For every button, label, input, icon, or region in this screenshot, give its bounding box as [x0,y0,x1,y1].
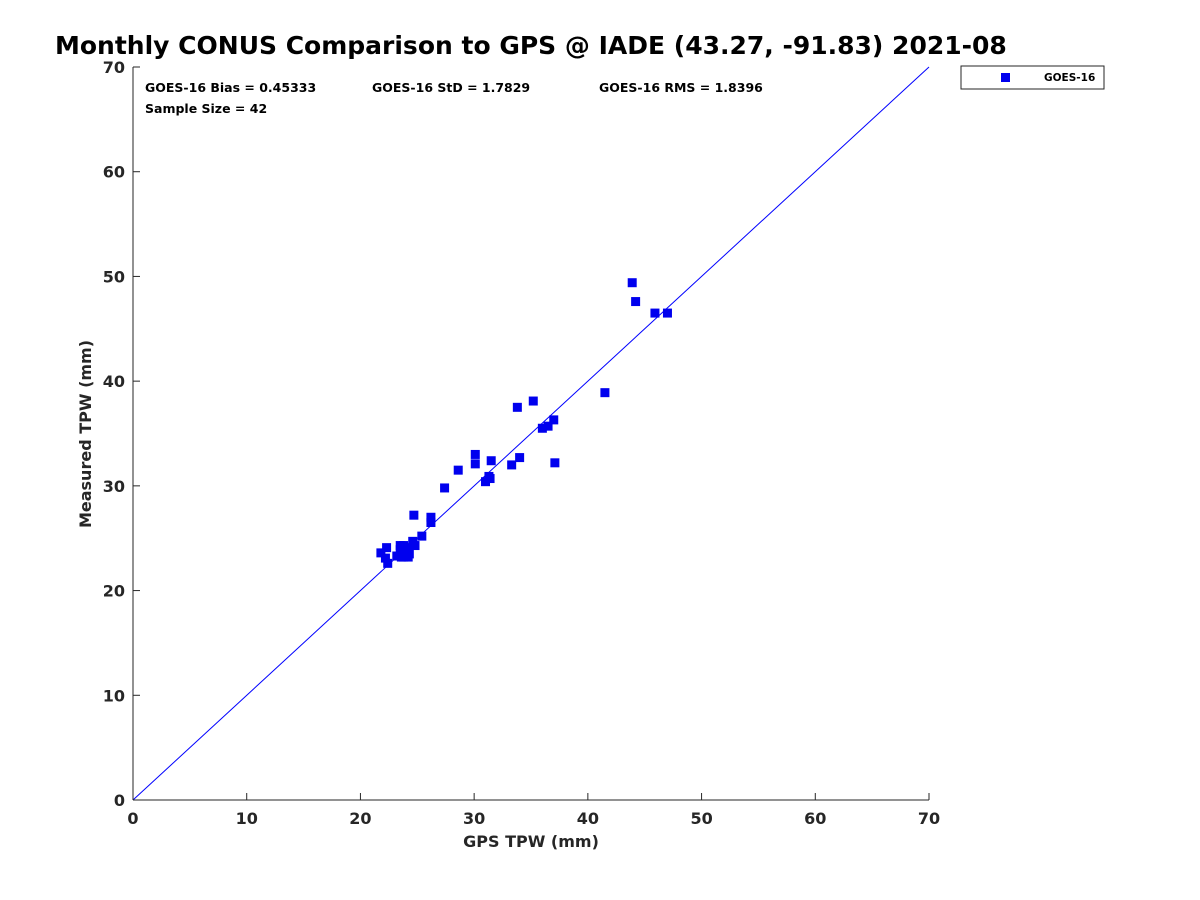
x-tick-label: 20 [349,809,371,828]
data-point [440,483,450,493]
data-point [426,518,436,528]
y-tick-label: 10 [103,686,125,705]
y-tick-label: 60 [103,163,125,182]
y-tick-label: 0 [114,791,125,810]
x-tick-label: 40 [577,809,599,828]
data-point [426,512,436,522]
legend-label: GOES-16 [1044,72,1095,84]
x-tick-label: 0 [127,809,138,828]
legend: GOES-16 [960,65,1105,90]
data-point [631,297,641,307]
data-point [507,460,517,470]
bias-stat: GOES-16 Bias = 0.45333 [145,80,316,95]
data-point [392,551,402,561]
data-points [376,278,672,568]
data-point [380,553,390,563]
x-tick-label: 30 [463,809,485,828]
y-tick-label: 30 [103,477,125,496]
data-point [453,465,463,475]
data-point [550,458,560,468]
data-point [537,423,547,433]
legend-marker [1001,73,1010,82]
data-point [470,449,480,459]
data-point [549,415,559,425]
data-point [396,552,406,562]
data-point [417,531,427,541]
y-ticks: 0 10 20 30 40 50 60 70 [103,58,140,810]
data-point [528,396,538,406]
data-point [515,453,525,463]
data-point [376,548,386,558]
x-tick-label: 10 [236,809,258,828]
y-tick-label: 70 [103,58,125,77]
x-tick-label: 50 [690,809,712,828]
data-point [485,474,495,484]
rms-stat: GOES-16 RMS = 1.8396 [599,80,763,95]
data-point [395,545,405,555]
data-point [512,402,522,412]
sample-size-stat: Sample Size = 42 [145,101,267,116]
legend-box [960,65,1105,90]
data-point [486,456,496,466]
chart-title: Monthly CONUS Comparison to GPS @ IADE (… [55,31,1007,60]
y-tick-label: 40 [103,372,125,391]
one-to-one-line [132,66,930,801]
data-point [543,421,553,431]
x-ticks: 0 10 20 30 40 50 60 70 [127,793,940,828]
data-point [600,388,610,398]
x-tick-label: 70 [918,809,940,828]
data-point [650,308,660,318]
data-point [409,510,419,520]
data-point [402,543,412,553]
y-tick-label: 20 [103,582,125,601]
data-point [481,477,491,487]
data-point [410,541,420,551]
std-stat: GOES-16 StD = 1.7829 [372,80,530,95]
x-axis-label: GPS TPW (mm) [463,832,599,851]
data-point [383,558,393,568]
data-point [382,543,392,553]
data-point [627,278,637,288]
y-axis-label: Measured TPW (mm) [76,340,95,528]
data-point [403,552,413,562]
y-tick-label: 50 [103,267,125,286]
data-point [662,308,672,318]
x-tick-label: 60 [804,809,826,828]
data-point [470,459,480,469]
